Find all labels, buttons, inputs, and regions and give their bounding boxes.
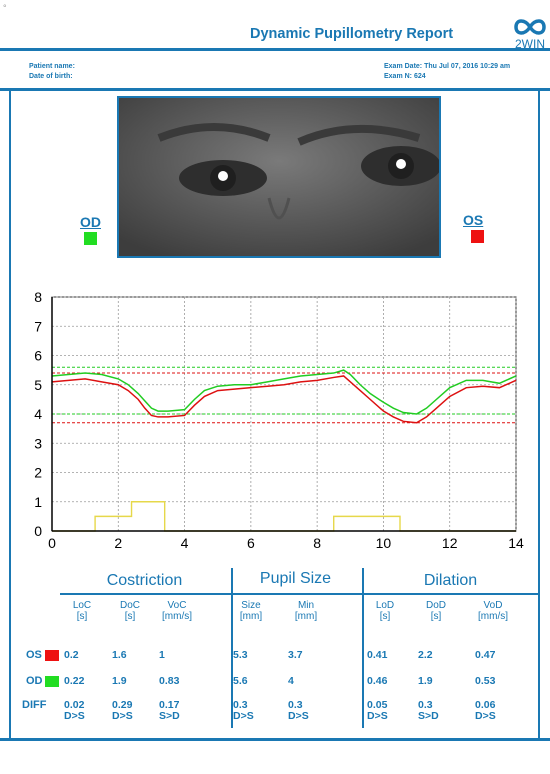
- table-cell: 0.02: [64, 699, 85, 711]
- infinity-icon: [514, 19, 546, 35]
- table-divider-2: [362, 568, 364, 728]
- row-label-diff: DIFF: [22, 699, 47, 711]
- od-color-swatch: [84, 232, 97, 245]
- table-cell-note: D>S: [233, 710, 254, 722]
- column-header-name: VoD: [483, 600, 503, 611]
- table-cell: 0.41: [367, 649, 388, 661]
- column-header-unit: [mm]: [294, 611, 318, 622]
- x-tick-label: 6: [247, 535, 255, 551]
- table-cell: 5.3: [233, 649, 248, 661]
- table-cell-note: S>D: [159, 710, 180, 722]
- column-header-name: Size: [241, 600, 261, 611]
- table-cell: 0.06: [475, 699, 496, 711]
- column-header-name: LoD: [375, 600, 395, 611]
- y-tick-label: 8: [34, 289, 42, 305]
- x-tick-label: 2: [114, 535, 122, 551]
- column-header-unit: [mm/s]: [162, 611, 192, 622]
- column-header-unit: [mm/s]: [478, 611, 508, 622]
- table-cell: 1.6: [112, 649, 127, 661]
- table-cell: 0.46: [367, 675, 388, 687]
- series-line-1: [51, 375, 517, 424]
- eye-photo: [117, 96, 441, 258]
- column-header-unit: [s]: [430, 611, 442, 622]
- table-cell: 0.22: [64, 675, 85, 687]
- table-cell: 2.2: [418, 649, 433, 661]
- column-header-unit: [s]: [124, 611, 136, 622]
- y-tick-label: 6: [34, 348, 42, 364]
- column-header-name: DoC: [119, 600, 140, 611]
- table-header-rule: [60, 593, 540, 595]
- row-label-os: OS: [26, 649, 42, 661]
- y-tick-label: 1: [34, 494, 42, 510]
- table-cell: 4: [288, 675, 294, 687]
- column-header-name: LoC: [72, 600, 92, 611]
- meta-rule: [0, 88, 550, 91]
- patient-name-label: Patient name:: [29, 63, 75, 70]
- y-tick-label: 2: [34, 465, 42, 481]
- od-row-swatch: [45, 676, 59, 687]
- table-cell-note: D>S: [112, 710, 133, 722]
- exam-date-label: Exam Date: Thu Jul 07, 2016 10:29 am: [384, 63, 511, 70]
- table-cell-note: D>S: [64, 710, 85, 722]
- brand-logo: 2WIN: [510, 16, 550, 54]
- table-cell: 0.05: [367, 699, 388, 711]
- table-cell: 5.6: [233, 675, 248, 687]
- table-cell-note: S>D: [418, 710, 439, 722]
- x-tick-label: 14: [508, 535, 524, 551]
- x-tick-label: 12: [442, 535, 458, 551]
- frame-left: [9, 88, 11, 738]
- y-tick-label: 4: [34, 406, 42, 422]
- logo-text: 2WIN: [515, 37, 545, 51]
- corner-mark: °: [3, 3, 7, 13]
- header-rule: [0, 48, 550, 51]
- table-cell: 0.3: [418, 699, 433, 711]
- report-title: Dynamic Pupillometry Report: [250, 26, 454, 42]
- y-tick-label: 3: [34, 435, 42, 451]
- table-cell: 0.3: [233, 699, 248, 711]
- table-cell-note: D>S: [475, 710, 496, 722]
- group-header-costriction: Costriction: [106, 572, 183, 589]
- group-header-pupil-size: Pupil Size: [259, 570, 332, 587]
- column-header-unit: [mm]: [239, 611, 263, 622]
- table-cell: 0.17: [159, 699, 180, 711]
- x-tick-label: 4: [181, 535, 189, 551]
- x-tick-label: 8: [313, 535, 321, 551]
- row-label-od: OD: [26, 675, 43, 687]
- series-line-0: [51, 369, 517, 415]
- column-header-name: Min: [297, 600, 315, 611]
- y-tick-label: 0: [34, 523, 42, 539]
- table-cell: 0.47: [475, 649, 496, 661]
- os-color-swatch: [471, 230, 484, 243]
- od-label: OD: [80, 214, 101, 230]
- table-cell: 3.7: [288, 649, 303, 661]
- table-cell: 0.53: [475, 675, 496, 687]
- table-cell-note: D>S: [288, 710, 309, 722]
- column-header-name: DoD: [425, 600, 446, 611]
- table-cell: 0.83: [159, 675, 180, 687]
- column-header-unit: [s]: [379, 611, 391, 622]
- table-cell: 1.9: [418, 675, 433, 687]
- table-cell-note: D>S: [367, 710, 388, 722]
- column-header-name: VoC: [167, 600, 187, 611]
- y-tick-label: 5: [34, 377, 42, 393]
- x-tick-label: 0: [48, 535, 56, 551]
- frame-right: [538, 88, 540, 738]
- column-header-unit: [s]: [76, 611, 88, 622]
- table-cell: 0.3: [288, 699, 303, 711]
- x-tick-label: 10: [376, 535, 392, 551]
- table-divider-1: [231, 568, 233, 728]
- exam-number-label: Exam N: 624: [384, 73, 426, 80]
- group-header-dilation: Dilation: [423, 572, 478, 589]
- footer-rule: [0, 738, 550, 741]
- os-row-swatch: [45, 650, 59, 661]
- date-of-birth-label: Date of birth:: [29, 73, 73, 80]
- table-cell: 0.2: [64, 649, 79, 661]
- os-label: OS: [463, 212, 484, 228]
- table-cell: 1: [159, 649, 165, 661]
- table-cell: 1.9: [112, 675, 127, 687]
- table-cell: 0.29: [112, 699, 133, 711]
- y-tick-label: 7: [34, 318, 42, 334]
- stimulus-trace: [52, 501, 516, 532]
